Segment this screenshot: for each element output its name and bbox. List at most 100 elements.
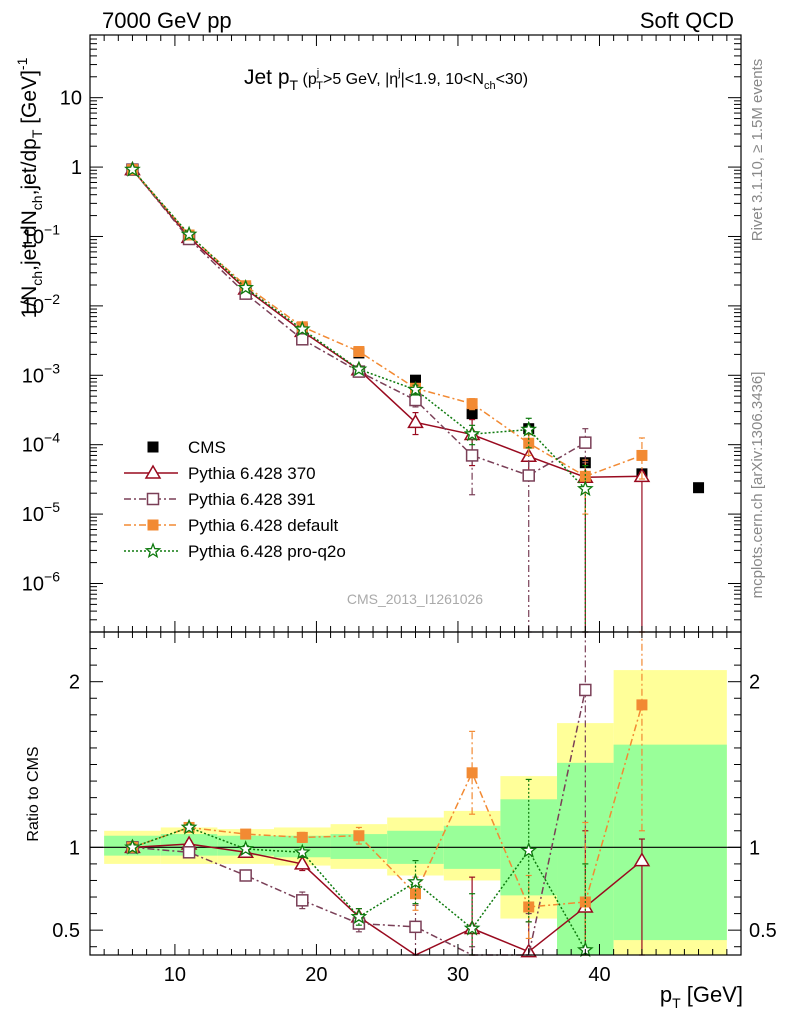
main-ytick-label-6: 1	[71, 157, 82, 179]
title-cut-a-sub: T	[316, 80, 323, 92]
ratio-point-0-9	[633, 852, 651, 867]
xtick-label-2: 30	[447, 964, 469, 986]
main-point-4-0	[124, 160, 141, 177]
legend-entry-3: Pythia 6.428 default	[124, 516, 339, 535]
title-cut-a: (p	[303, 71, 317, 88]
main-point-4-4	[350, 360, 368, 377]
main-point-0-6	[466, 408, 478, 420]
xtick-label-3: 40	[588, 964, 610, 986]
ratio-panel: 10 20 30 40 0.5 0.5 1 1 2 2 Ratio to CMS pT [GeV]	[25, 631, 777, 1011]
ratio-band-green-9	[613, 744, 727, 941]
ratio-point-1-5	[409, 920, 422, 934]
ratio-point-3-6	[463, 919, 481, 936]
ratio-ytick-label-left-0: 0.5	[52, 920, 80, 942]
ylabel-p4: [GeV]	[18, 70, 41, 130]
ratio-point-1-3	[296, 894, 309, 907]
main-ytick-label-0: 10−6	[22, 568, 60, 595]
title-main: Jet p	[244, 66, 290, 89]
main-point-4-3	[293, 320, 311, 337]
ratio-point-3-0	[124, 838, 141, 855]
ratio-point-3-1	[180, 818, 198, 835]
ratio-ytick-label-left-2: 2	[69, 672, 80, 694]
title-cut-c-sub: ch	[484, 80, 496, 92]
legend-entry-1: Pythia 6.428 370	[124, 464, 316, 483]
main-point-4-1	[180, 225, 198, 242]
legend: CMS Pythia 6.428 370 Pythia 6.428 391 Pythi…	[124, 438, 346, 561]
ratio-point-0-3	[293, 855, 311, 870]
xlabel-sub: T	[672, 995, 681, 1011]
main-ytick-label-5: 10−1	[22, 221, 60, 248]
ratio-line-3	[132, 826, 586, 951]
main-point-2-7	[522, 469, 535, 482]
main-series-2	[126, 163, 592, 633]
ratio-point-3-5	[407, 873, 424, 890]
ratio-point-3-3	[293, 843, 311, 860]
ratio-point-2-3	[296, 831, 308, 843]
ylabel-p3: ,jet/dp	[18, 138, 41, 195]
ratio-ylabel: Ratio to CMS	[25, 746, 42, 841]
ylabel-p2: ,jet dN	[18, 210, 41, 271]
title-cut-c: |<1.9, 10<N	[401, 71, 484, 88]
legend-label-1: Pythia 6.428 370	[188, 464, 316, 483]
main-point-2-8	[579, 436, 592, 449]
main-ytick-label-7: 10	[60, 88, 82, 110]
main-line-4	[131, 169, 586, 490]
main-series-3	[126, 164, 648, 515]
legend-label-2: Pythia 6.428 391	[188, 490, 316, 509]
main-point-3-6	[466, 398, 478, 410]
mcplots-label: mcplots.cern.ch [arXiv:1306.3436]	[749, 372, 766, 599]
main-point-1-5	[407, 413, 424, 429]
plot-title: Jet pT (pj T>5 GeV, |ηj|<1.9, 10<Nch<30)	[244, 66, 528, 93]
ratio-ytick-label-left-1: 1	[69, 837, 80, 859]
ylabel-p3-sub: T	[29, 129, 45, 138]
xlabel-unit: [GeV]	[681, 982, 743, 1007]
ratio-point-2-4	[353, 830, 365, 842]
header-right: Soft QCD	[640, 8, 734, 33]
ylabel-p2-sub: ch	[29, 195, 45, 210]
legend-entry-0: CMS	[147, 438, 226, 457]
main-point-3-4	[353, 346, 365, 358]
ratio-series-3	[124, 778, 594, 958]
title-cut-a-sup: j	[316, 67, 319, 79]
ratio-point-1-1	[182, 846, 196, 859]
legend-marker-2	[146, 492, 160, 506]
main-point-0-5	[410, 374, 421, 386]
xlabel: pT [GeV]	[660, 982, 743, 1011]
main-series-4	[124, 160, 594, 633]
main-point-4-7	[520, 420, 538, 437]
main-ytick-label-1: 10−5	[22, 499, 60, 526]
ylabel-p1-sub: ch	[29, 271, 45, 286]
title-cut-b-sup: j	[397, 67, 400, 79]
legend-marker-4	[144, 542, 162, 559]
legend-label-0: CMS	[188, 438, 226, 457]
main-point-4-2	[237, 279, 255, 295]
legend-marker-1	[144, 464, 162, 479]
ratio-ytick-label-right-0: 0.5	[749, 920, 777, 942]
ratio-point-3-2	[237, 840, 255, 857]
legend-marker-0	[147, 441, 159, 453]
ratio-line-0	[132, 843, 643, 956]
ylabel-p1: 1/N	[18, 286, 41, 319]
ratio-point-2-7	[523, 901, 535, 913]
ratio-point-3-4	[350, 908, 368, 925]
legend-entry-4: Pythia 6.428 pro-q2o	[124, 542, 346, 561]
title-cut-d: <30)	[496, 71, 528, 88]
ratio-ytick-label-right-1: 1	[749, 837, 760, 859]
rivet-label: Rivet 3.1.10, ≥ 1.5M events	[749, 59, 766, 242]
ylabel-p4-sup: -1	[14, 57, 30, 70]
ratio-point-2-2	[240, 828, 252, 840]
main-point-2-3	[296, 333, 309, 346]
main-line-2	[131, 169, 586, 477]
main-ytick-label-2: 10−4	[22, 430, 60, 457]
xtick-label-0: 10	[164, 964, 186, 986]
main-point-2-5	[409, 393, 422, 407]
xlabel-main: p	[660, 982, 672, 1007]
main-line-3	[131, 169, 643, 478]
main-point-3-8	[579, 470, 591, 482]
ratio-line-2	[132, 704, 643, 908]
main-point-4-5	[407, 380, 424, 397]
main-point-2-6	[465, 449, 479, 462]
main-line-1	[131, 169, 642, 478]
